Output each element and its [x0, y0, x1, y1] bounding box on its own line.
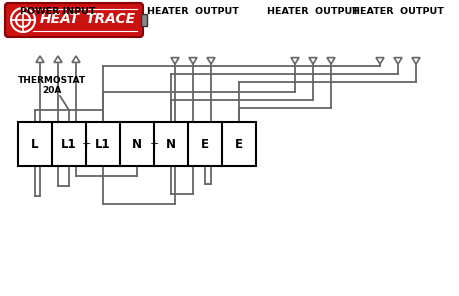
Text: POWER INPUT: POWER INPUT: [20, 7, 95, 15]
Text: HEAT: HEAT: [40, 12, 80, 26]
Text: TRACE: TRACE: [85, 12, 135, 26]
Text: +: +: [149, 139, 158, 149]
Text: L1: L1: [61, 138, 77, 150]
Text: HEATER  OUTPUT: HEATER OUTPUT: [351, 7, 443, 15]
Text: L1: L1: [95, 138, 111, 150]
Bar: [18, 122, 256, 166]
Bar: [141, 14, 147, 26]
Text: THERMOSTAT: THERMOSTAT: [18, 75, 86, 84]
Text: E: E: [201, 138, 208, 150]
Text: N: N: [166, 138, 176, 150]
Text: +: +: [81, 139, 90, 149]
Text: L: L: [31, 138, 39, 150]
Text: HEATER  OUTPUT: HEATER OUTPUT: [147, 7, 238, 15]
Text: E: E: [235, 138, 242, 150]
Text: 20A: 20A: [42, 86, 62, 94]
Text: HEATER  OUTPUT: HEATER OUTPUT: [267, 7, 358, 15]
FancyBboxPatch shape: [5, 3, 143, 37]
Text: N: N: [132, 138, 142, 150]
